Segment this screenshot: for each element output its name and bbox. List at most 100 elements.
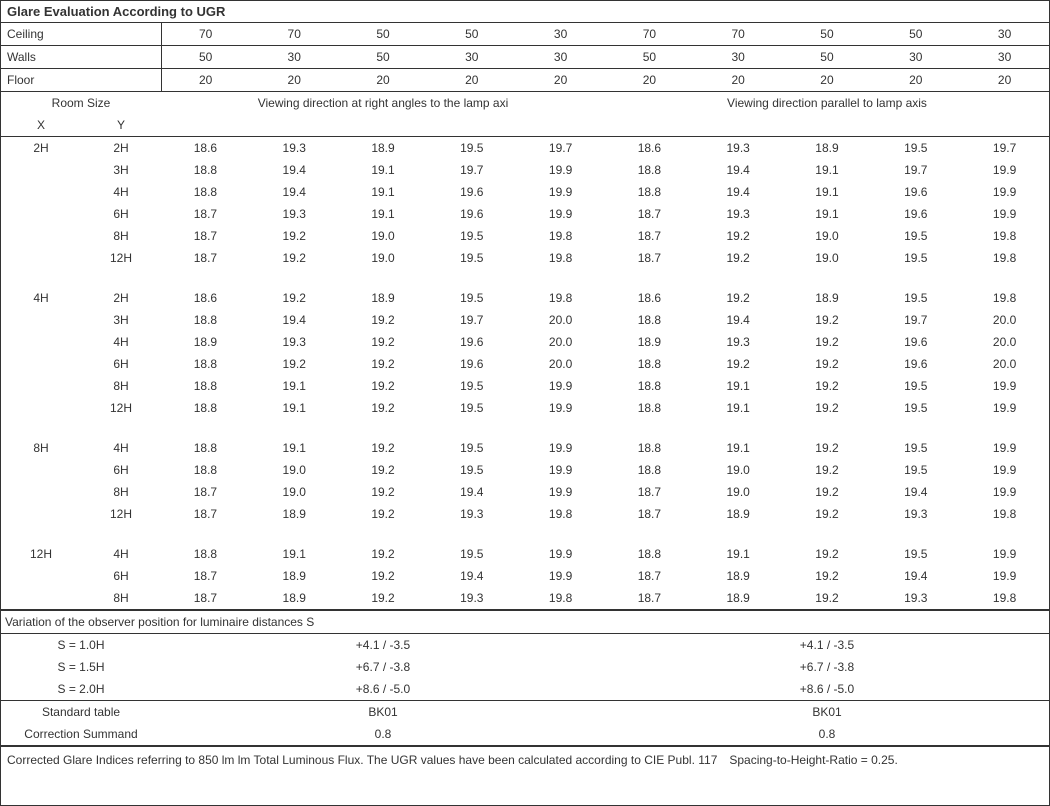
header-row-ceiling: Ceiling70705050307070505030	[1, 23, 1049, 46]
x-cell: 8H	[1, 437, 81, 459]
data-l-0: 18.7	[161, 481, 250, 503]
data-l-1: 19.1	[250, 437, 339, 459]
data-l-4: 19.9	[516, 375, 605, 397]
header-ceiling-val-8: 50	[871, 23, 960, 46]
data-r-2: 18.9	[783, 287, 872, 309]
data-l-0: 18.8	[161, 397, 250, 419]
data-r-2: 19.0	[783, 225, 872, 247]
variation-row-1: S = 1.5H+6.7 / -3.8+6.7 / -3.8	[1, 656, 1049, 678]
correction-left: 0.8	[161, 723, 605, 746]
standard-table-right: BK01	[605, 701, 1049, 724]
data-l-3: 19.5	[427, 543, 516, 565]
data-l-0: 18.6	[161, 137, 250, 160]
data-r-1: 19.0	[694, 481, 783, 503]
group-gap	[1, 525, 1049, 543]
header-ceiling-val-9: 30	[960, 23, 1049, 46]
y-cell: 6H	[81, 203, 161, 225]
data-r-4: 19.7	[960, 137, 1049, 160]
data-l-2: 19.2	[339, 565, 428, 587]
data-l-3: 19.3	[427, 587, 516, 610]
header-ceiling-val-7: 50	[783, 23, 872, 46]
data-l-3: 19.7	[427, 159, 516, 181]
data-r-2: 19.2	[783, 503, 872, 525]
header-walls-val-6: 30	[694, 46, 783, 69]
data-r-3: 19.7	[871, 159, 960, 181]
data-l-0: 18.8	[161, 459, 250, 481]
x-cell	[1, 159, 81, 181]
data-r-0: 18.8	[605, 309, 694, 331]
data-r-1: 19.2	[694, 287, 783, 309]
data-row: 3H18.819.419.219.720.018.819.419.219.720…	[1, 309, 1049, 331]
data-l-3: 19.6	[427, 353, 516, 375]
header-ceiling-val-0: 70	[161, 23, 250, 46]
data-l-4: 19.9	[516, 481, 605, 503]
data-l-1: 19.1	[250, 375, 339, 397]
y-cell: 4H	[81, 543, 161, 565]
data-r-2: 19.2	[783, 543, 872, 565]
data-l-2: 19.1	[339, 159, 428, 181]
data-r-3: 19.5	[871, 543, 960, 565]
variation-title: Variation of the observer position for l…	[1, 610, 1049, 634]
x-cell	[1, 397, 81, 419]
header-floor-val-8: 20	[871, 69, 960, 92]
data-l-3: 19.5	[427, 247, 516, 269]
y-cell: 8H	[81, 375, 161, 397]
data-r-4: 19.9	[960, 437, 1049, 459]
x-cell	[1, 481, 81, 503]
header-ceiling-val-6: 70	[694, 23, 783, 46]
header-walls-val-0: 50	[161, 46, 250, 69]
data-row: 8H18.719.019.219.419.918.719.019.219.419…	[1, 481, 1049, 503]
data-l-1: 19.3	[250, 331, 339, 353]
data-r-4: 20.0	[960, 309, 1049, 331]
data-r-3: 19.6	[871, 203, 960, 225]
group-gap	[1, 419, 1049, 437]
section-blank-7	[783, 114, 872, 137]
data-r-4: 19.8	[960, 225, 1049, 247]
data-r-0: 18.7	[605, 587, 694, 610]
data-l-4: 19.9	[516, 543, 605, 565]
variation-row-0: S = 1.0H+4.1 / -3.5+4.1 / -3.5	[1, 634, 1049, 657]
data-l-3: 19.5	[427, 287, 516, 309]
data-l-3: 19.6	[427, 331, 516, 353]
data-r-4: 19.9	[960, 375, 1049, 397]
data-r-1: 19.3	[694, 203, 783, 225]
data-l-3: 19.5	[427, 375, 516, 397]
header-walls-val-9: 30	[960, 46, 1049, 69]
data-r-0: 18.7	[605, 481, 694, 503]
variation-left-2: +8.6 / -5.0	[161, 678, 605, 701]
data-r-4: 19.9	[960, 481, 1049, 503]
data-r-1: 19.0	[694, 459, 783, 481]
data-l-2: 19.1	[339, 181, 428, 203]
data-r-2: 19.1	[783, 159, 872, 181]
header-label-walls: Walls	[1, 46, 161, 69]
header-walls-val-4: 30	[516, 46, 605, 69]
data-r-4: 20.0	[960, 353, 1049, 375]
data-l-2: 18.9	[339, 287, 428, 309]
header-walls-val-8: 30	[871, 46, 960, 69]
data-r-1: 18.9	[694, 503, 783, 525]
data-l-1: 19.3	[250, 203, 339, 225]
data-l-2: 19.2	[339, 375, 428, 397]
header-floor-val-1: 20	[250, 69, 339, 92]
data-r-1: 19.1	[694, 543, 783, 565]
table-title: Glare Evaluation According to UGR	[1, 1, 1049, 23]
header-ceiling-val-5: 70	[605, 23, 694, 46]
data-r-4: 19.9	[960, 543, 1049, 565]
section-blank-2	[339, 114, 428, 137]
data-r-2: 19.2	[783, 309, 872, 331]
data-l-4: 19.9	[516, 397, 605, 419]
gap	[1, 269, 1049, 287]
data-r-0: 18.6	[605, 287, 694, 309]
data-r-2: 19.2	[783, 565, 872, 587]
data-l-3: 19.3	[427, 503, 516, 525]
data-l-2: 19.2	[339, 397, 428, 419]
data-l-2: 19.2	[339, 437, 428, 459]
data-l-1: 19.0	[250, 459, 339, 481]
data-l-2: 19.2	[339, 309, 428, 331]
data-l-0: 18.7	[161, 203, 250, 225]
standard-table-left: BK01	[161, 701, 605, 724]
data-r-0: 18.8	[605, 397, 694, 419]
data-l-0: 18.8	[161, 159, 250, 181]
data-l-1: 19.4	[250, 309, 339, 331]
section-blank-5	[605, 114, 694, 137]
